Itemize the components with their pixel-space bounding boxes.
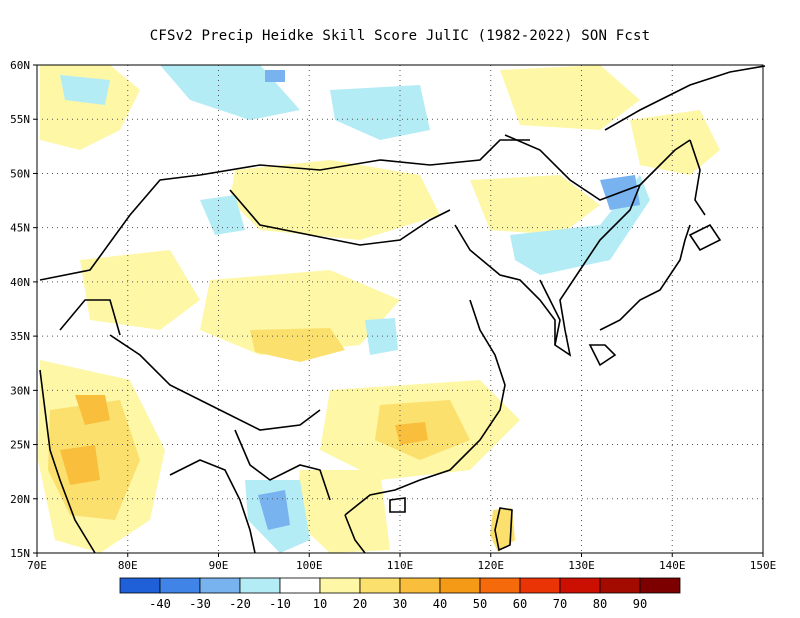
coastline-india-west xyxy=(39,369,96,554)
field-mongolia-yellow xyxy=(230,160,440,240)
field-indochina-yellow xyxy=(295,470,390,553)
colorbar-swatch xyxy=(439,577,481,594)
lon-tick-label: 150E xyxy=(750,559,777,572)
lat-tick-label: 55N xyxy=(10,113,30,126)
lat-tick-label: 20N xyxy=(10,493,30,506)
border-china-mongolia xyxy=(199,139,530,176)
coastline-indochina xyxy=(344,514,366,554)
lat-tick-label: 15N xyxy=(10,547,30,560)
border-himalaya xyxy=(109,334,321,431)
lat-tick-label: 30N xyxy=(10,384,30,397)
chart-title: CFSv2 Precip Heidke Skill Score JulIC (1… xyxy=(149,28,651,44)
coastline-kamchatka-sakhalin xyxy=(689,139,706,216)
coastline-japan-kyushu xyxy=(588,344,617,367)
field-india-orange xyxy=(60,445,100,485)
colorbar-label: 10 xyxy=(313,597,327,611)
coastline-china-east xyxy=(454,184,641,357)
field-northeast-yellow xyxy=(470,175,600,235)
field-myanmar-blue xyxy=(258,490,290,530)
coastline-hokkaido xyxy=(688,223,722,252)
colorbar-swatch xyxy=(279,577,321,594)
colorbar-swatch xyxy=(319,577,361,594)
coastline-china-south xyxy=(344,299,506,516)
coastline-arctic-east xyxy=(604,65,766,131)
colorbar-swatch xyxy=(199,577,241,594)
border-central-asia xyxy=(59,299,121,336)
colorbar: -40 -30 -20 -10 10 20 30 40 50 60 70 80 90 xyxy=(119,577,681,611)
lon-tick-label: 130E xyxy=(568,559,595,572)
lon-tick-label: 100E xyxy=(296,559,323,572)
colorbar-swatch xyxy=(559,577,601,594)
colorbar-label: -40 xyxy=(149,597,171,611)
field-siberia-east-yellow xyxy=(500,65,640,130)
lat-tick-label: 25N xyxy=(10,439,30,452)
colorbar-swatch xyxy=(359,577,401,594)
field-altai-blue xyxy=(265,70,285,82)
colorbar-label: -20 xyxy=(229,597,251,611)
lon-tick-label: 80E xyxy=(118,559,138,572)
field-kamchatka-yellow xyxy=(630,110,720,175)
field-tibet-yellow xyxy=(200,270,400,355)
coastline-bay-of-bengal xyxy=(169,459,256,554)
colorbar-swatch xyxy=(239,577,281,594)
colorbar-label: 50 xyxy=(473,597,487,611)
colorbar-label: 60 xyxy=(513,597,527,611)
colorbar-swatch xyxy=(519,577,561,594)
field-tibet-medium xyxy=(250,328,345,362)
border-kazakhstan xyxy=(39,174,201,281)
field-tibet-cyan xyxy=(365,318,398,355)
colorbar-label: 30 xyxy=(393,597,407,611)
field-siberia-cyan xyxy=(60,75,110,105)
field-india-orange-north xyxy=(75,395,110,425)
lat-tick-label: 40N xyxy=(10,276,30,289)
colorbar-swatch xyxy=(119,577,161,594)
coastline-korea xyxy=(539,279,561,346)
lon-tick-label: 70E xyxy=(27,559,47,572)
colorbar-swatch xyxy=(479,577,521,594)
map-grid xyxy=(37,65,763,553)
colorbar-swatch xyxy=(159,577,201,594)
colorbar-swatch xyxy=(399,577,441,594)
colorbar-label: 80 xyxy=(593,597,607,611)
lon-tick-label: 140E xyxy=(659,559,686,572)
lon-tick-label: 110E xyxy=(387,559,414,572)
field-altai-cyan xyxy=(330,85,430,140)
colorbar-label: -30 xyxy=(189,597,211,611)
coastline-japan-honshu xyxy=(599,224,691,331)
colorbar-label: 70 xyxy=(553,597,567,611)
lat-tick-label: 35N xyxy=(10,330,30,343)
field-central-asia-yellow xyxy=(80,250,200,330)
field-siberia-yellow xyxy=(40,65,140,150)
field-mongolia-cyan xyxy=(200,195,245,235)
lat-tick-label: 50N xyxy=(10,167,30,180)
colorbar-label: 90 xyxy=(633,597,647,611)
lat-tick-label: 60N xyxy=(10,59,30,72)
colorbar-swatch xyxy=(599,577,641,594)
colorbar-label: -10 xyxy=(269,597,291,611)
coastlines xyxy=(39,65,766,554)
lon-tick-label: 90E xyxy=(209,559,229,572)
coastline-okhotsk xyxy=(504,134,691,201)
border-mongolia-south xyxy=(229,189,451,246)
field-taiwan-medium xyxy=(490,508,515,552)
coastline-taiwan xyxy=(494,507,513,552)
lon-tick-label: 120E xyxy=(478,559,505,572)
colorbar-swatch xyxy=(639,577,681,594)
skill-fields xyxy=(38,65,720,553)
border-myanmar xyxy=(234,429,331,501)
axis-labels: 70E 80E 90E 100E 110E 120E 130E 140E 150E 15N 20N 2… xyxy=(10,59,776,572)
field-south-china-orange xyxy=(395,422,428,445)
colorbar-label: 20 xyxy=(353,597,367,611)
colorbar-label: 40 xyxy=(433,597,447,611)
coastline-hainan xyxy=(389,497,406,513)
lat-tick-label: 45N xyxy=(10,222,30,235)
field-manchuria-cyan xyxy=(510,175,650,275)
